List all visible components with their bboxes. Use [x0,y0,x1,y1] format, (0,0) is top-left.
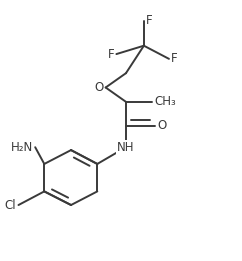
Text: Cl: Cl [4,199,16,211]
Text: F: F [107,48,114,61]
Text: F: F [146,14,153,27]
Text: F: F [171,52,178,65]
Text: H₂N: H₂N [11,141,33,154]
Text: O: O [157,119,166,132]
Text: NH: NH [117,141,135,154]
Text: O: O [94,81,103,94]
Text: CH₃: CH₃ [155,95,176,108]
